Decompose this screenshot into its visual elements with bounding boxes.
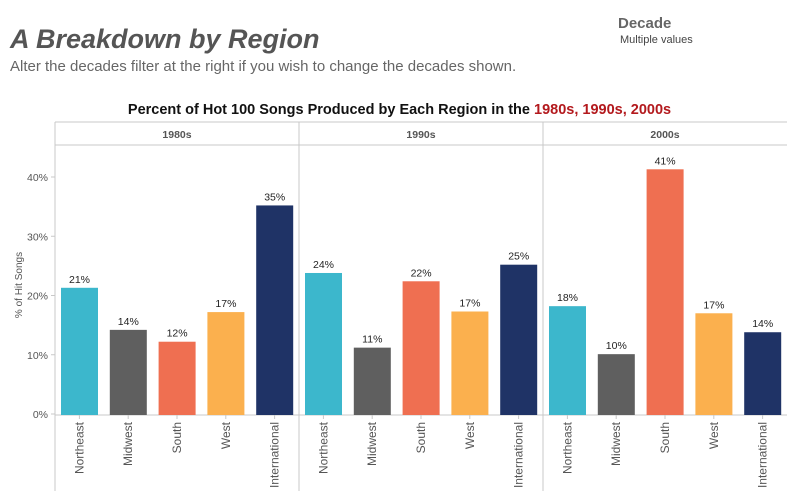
x-tick-label-1980s-south: South xyxy=(170,422,184,453)
data-label-1980s-international: 35% xyxy=(264,191,285,203)
panel-header-2000s: 2000s xyxy=(650,129,679,141)
y-tick-label: 30% xyxy=(27,231,48,243)
bar-2000s-midwest xyxy=(597,354,635,415)
data-label-1990s-northeast: 24% xyxy=(313,259,334,271)
data-label-2000s-international: 14% xyxy=(752,318,773,330)
x-tick-label-1980s-international: International xyxy=(268,422,282,488)
data-label-1990s-west: 17% xyxy=(459,297,480,309)
x-tick-label-2000s-northeast: Northeast xyxy=(560,421,574,474)
x-tick-label-1990s-northeast: Northeast xyxy=(316,421,330,474)
bar-2000s-west xyxy=(695,313,733,415)
y-tick-label: 10% xyxy=(27,350,48,362)
x-tick-label-2000s-international: International xyxy=(756,422,770,488)
bar-1980s-west xyxy=(207,312,245,415)
bar-1990s-midwest xyxy=(353,347,391,415)
bar-2000s-south xyxy=(646,169,684,415)
bar-1990s-west xyxy=(451,311,489,415)
x-tick-label-1980s-west: West xyxy=(219,421,233,449)
bar-1980s-midwest xyxy=(109,329,147,415)
data-label-1980s-midwest: 14% xyxy=(118,316,139,328)
data-label-1980s-south: 12% xyxy=(167,328,188,340)
decade-filter-value[interactable]: Multiple values xyxy=(620,34,693,46)
data-label-2000s-midwest: 10% xyxy=(606,340,627,352)
panel-header-1990s: 1990s xyxy=(406,129,435,141)
bar-1990s-international xyxy=(500,264,538,415)
data-label-1990s-south: 22% xyxy=(411,267,432,279)
y-tick-label: 0% xyxy=(33,409,48,421)
x-tick-label-1980s-midwest: Midwest xyxy=(121,421,135,466)
data-label-1990s-midwest: 11% xyxy=(362,334,382,346)
x-tick-label-2000s-midwest: Midwest xyxy=(609,421,623,466)
bar-1990s-northeast xyxy=(305,272,342,415)
bar-1980s-northeast xyxy=(61,287,98,415)
y-axis-title: % of Hit Songs xyxy=(14,252,25,318)
bar-1990s-south xyxy=(402,281,440,415)
bar-1980s-international xyxy=(256,205,294,415)
x-tick-label-1990s-south: South xyxy=(414,422,428,453)
data-label-2000s-south: 41% xyxy=(655,155,676,167)
chart-title-decades: 1980s, 1990s, 2000s xyxy=(534,102,672,118)
x-tick-label-1990s-international: International xyxy=(512,422,526,488)
x-tick-label-1990s-west: West xyxy=(463,421,477,449)
data-label-2000s-northeast: 18% xyxy=(557,292,578,304)
page-subtitle: Alter the decades filter at the right if… xyxy=(10,58,517,75)
bar-2000s-northeast xyxy=(549,306,586,415)
data-label-2000s-west: 17% xyxy=(703,299,724,311)
y-tick-label: 40% xyxy=(27,172,48,184)
decade-filter-title: Decade xyxy=(618,15,672,32)
data-label-1980s-west: 17% xyxy=(215,298,236,310)
bar-2000s-international xyxy=(744,332,782,415)
chart-title: Percent of Hot 100 Songs Produced by Eac… xyxy=(0,102,799,118)
data-label-1980s-northeast: 21% xyxy=(69,274,90,286)
x-tick-label-1980s-northeast: Northeast xyxy=(72,421,86,474)
x-tick-label-2000s-west: West xyxy=(707,421,721,449)
x-tick-label-1990s-midwest: Midwest xyxy=(365,421,379,466)
x-tick-label-2000s-south: South xyxy=(658,422,672,453)
y-tick-label: 20% xyxy=(27,291,48,303)
panel-header-1980s: 1980s xyxy=(162,129,191,141)
chart-title-prefix: Percent of Hot 100 Songs Produced by Eac… xyxy=(127,102,534,118)
data-label-1990s-international: 25% xyxy=(508,251,529,263)
page-title: A Breakdown by Region xyxy=(10,24,320,54)
bar-1980s-south xyxy=(158,341,196,415)
